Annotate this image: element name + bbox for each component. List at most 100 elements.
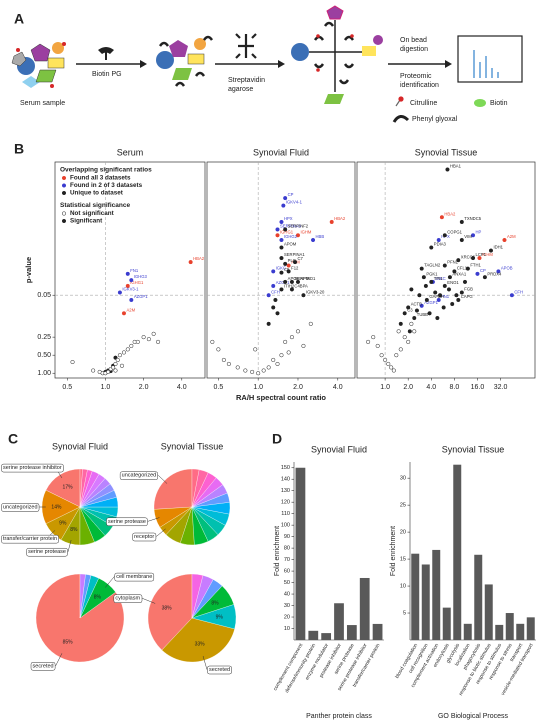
diagram-label: Biotin PG xyxy=(92,71,122,78)
callout-line xyxy=(147,517,160,522)
point xyxy=(156,339,161,344)
point xyxy=(433,290,438,295)
bar xyxy=(295,467,306,640)
point-label: HP xyxy=(476,229,482,234)
point-label: C3 xyxy=(407,307,413,312)
point xyxy=(266,293,271,298)
bar xyxy=(474,554,483,640)
y-tick-label: 20 xyxy=(400,530,406,536)
point xyxy=(129,278,134,283)
point xyxy=(283,196,288,201)
point-label: PLG xyxy=(288,258,296,263)
point-label: ACTB xyxy=(411,302,422,307)
point xyxy=(279,353,284,358)
y-axis-title: Fold enrichment xyxy=(390,526,397,576)
point xyxy=(151,331,156,336)
point xyxy=(286,263,291,268)
callout-box xyxy=(114,572,155,582)
point xyxy=(423,283,428,288)
point xyxy=(391,368,396,373)
callout-box xyxy=(113,594,143,603)
legend-label: Found in 2 of 3 datasets xyxy=(70,182,143,189)
point xyxy=(111,365,116,370)
slice-category-label: transfer/carrier protein xyxy=(3,536,57,542)
point xyxy=(271,305,276,310)
point xyxy=(135,339,140,344)
bar xyxy=(495,624,504,640)
point-label: TAGLN2 xyxy=(424,263,441,268)
pie-slice xyxy=(191,468,200,508)
slice-value-label: 85% xyxy=(63,640,74,646)
diagram-label: agarose xyxy=(228,86,253,93)
legend-label: Found all 3 datasets xyxy=(70,175,131,182)
point xyxy=(210,339,215,344)
point xyxy=(271,283,276,288)
x-tick-label: 4.0 xyxy=(333,384,343,391)
slice-category-label: uncategorized xyxy=(3,504,38,510)
point-label: TUBB xyxy=(417,312,428,317)
point xyxy=(424,297,429,303)
point xyxy=(412,329,417,334)
point xyxy=(470,233,476,238)
point xyxy=(502,237,507,243)
point xyxy=(275,361,280,367)
callout-box xyxy=(207,665,232,675)
point-label: CFH xyxy=(271,289,280,294)
point xyxy=(283,339,288,344)
callout-line xyxy=(105,576,115,588)
point-label: IGKV4-1 xyxy=(286,200,303,205)
point xyxy=(402,335,407,340)
y-tick-label: 10 xyxy=(400,584,406,590)
point xyxy=(117,353,122,358)
point-label: TPI1 xyxy=(434,276,444,281)
y-tick-label: 60 xyxy=(284,569,290,575)
point-label: HBA1 xyxy=(450,164,462,169)
point-label: AZGP1 xyxy=(424,300,438,305)
point xyxy=(442,263,447,268)
legend-label: Citrulline xyxy=(410,100,437,107)
point xyxy=(271,269,276,274)
point xyxy=(113,368,118,373)
point xyxy=(477,256,482,261)
point xyxy=(375,343,380,348)
x-tick-label: 0.5 xyxy=(214,384,224,391)
y-tick-label: 100 xyxy=(281,523,290,529)
y-tick-label: 0.05 xyxy=(37,292,51,299)
point xyxy=(429,279,434,284)
plot-frame xyxy=(356,161,536,379)
point-label: F12 xyxy=(291,265,299,270)
pie-slice xyxy=(153,468,193,510)
point xyxy=(417,293,422,298)
point xyxy=(188,260,193,265)
callout-box xyxy=(106,517,148,527)
point xyxy=(398,321,403,326)
point xyxy=(482,275,487,280)
bar xyxy=(516,623,525,640)
point-label: IGHM xyxy=(482,252,493,257)
point xyxy=(289,279,294,284)
slice-category-label: cytoplasm xyxy=(115,596,140,602)
point xyxy=(253,347,258,352)
point xyxy=(409,287,414,292)
point xyxy=(117,290,122,295)
point-label: CP xyxy=(480,268,486,273)
point-label: C7 xyxy=(298,256,304,261)
diagram-label: On bead xyxy=(400,37,427,44)
y-axis-title: p-value xyxy=(24,257,33,283)
point xyxy=(435,315,440,321)
bar xyxy=(505,613,514,640)
point xyxy=(243,368,248,373)
bar xyxy=(308,630,319,640)
bar xyxy=(526,617,535,640)
point xyxy=(295,329,301,334)
slice-value-label: 9% xyxy=(59,520,67,526)
point xyxy=(447,275,452,280)
point xyxy=(235,365,240,370)
legend-label: Biotin xyxy=(490,100,508,107)
point xyxy=(281,203,286,208)
point-label: APOM xyxy=(284,242,297,247)
point xyxy=(371,335,376,340)
point-label: PGK1 xyxy=(426,271,438,276)
point xyxy=(427,311,432,316)
facet-title: Synovial Tissue xyxy=(415,147,478,157)
